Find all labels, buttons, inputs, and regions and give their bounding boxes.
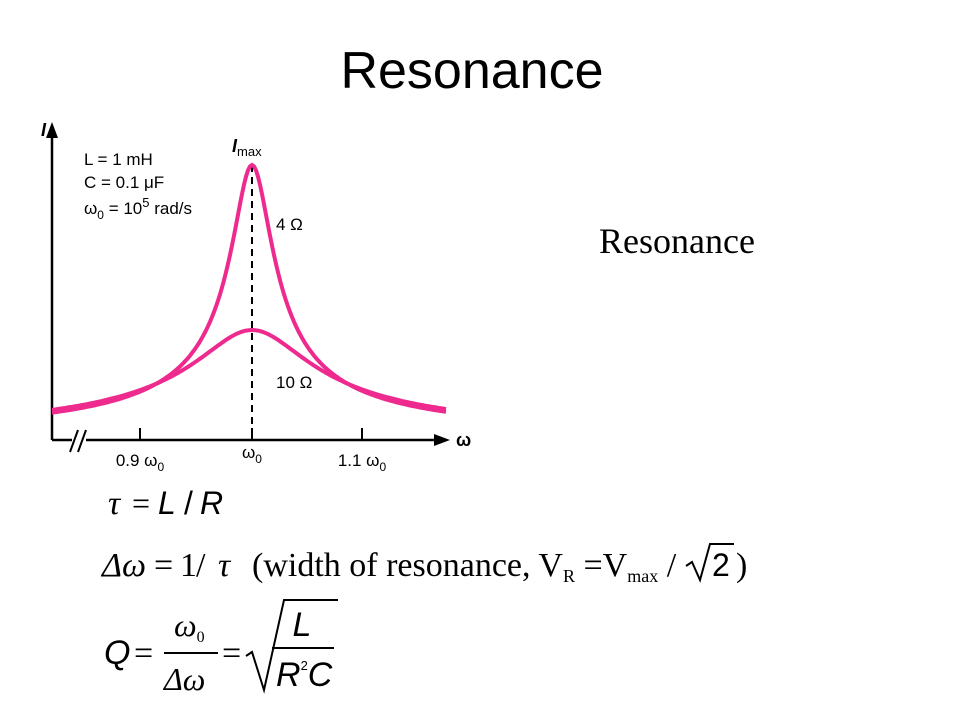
peak-label: Imax [232,136,262,159]
eq-part: / [184,485,193,521]
sqrt-sign [685,543,734,583]
eq-part: (width of resonance, VR =Vmax / [252,547,677,586]
eq-part: L [158,485,176,521]
peak-label-part: I [232,136,238,156]
y-axis-label: I [41,120,47,140]
curve-10-ohm [51,327,447,412]
eq-part: =V [575,547,628,584]
x-tick-label-part: ω [242,443,255,462]
param-part: = 10 [104,199,142,218]
eq-part: max [627,566,658,586]
curve-label: 10 Ω [276,373,312,392]
param-part: ω [84,199,97,218]
eq-part: τ [108,485,122,522]
eq-part: Δω [162,661,205,697]
curve-4-ohm [51,162,447,415]
eq-part: τ [218,547,232,584]
x-tick-label-part: 1.1 ω [338,451,380,470]
eq-part: ω0 [174,607,205,646]
eq-part: 2 [712,547,730,583]
x-axis-label: ω [456,430,471,450]
x-tick-label-part: 0 [379,460,386,474]
param: C = 0.1 μF [84,173,164,192]
eq-part: Δω [100,547,146,584]
eq-part: Q [104,634,130,672]
eq-part: = [132,485,150,521]
eq-part: = [222,635,241,672]
equation-q: Q = ω0 Δω = L R2C [104,599,338,697]
eq-part: ω [174,607,197,643]
param-part: 5 [142,195,149,210]
eq-part: R [200,485,223,521]
eq-part: / [658,547,677,584]
x-tick-label: 1.1 ω0 [338,451,387,474]
side-label: Resonance [599,221,755,261]
peak-label-part: max [237,144,262,159]
sqrt-sign [245,599,338,694]
equation-tau: τ = L / R [108,485,223,522]
eq-part: = [134,635,153,672]
axis-break [77,429,87,453]
param: L = 1 mH [84,150,153,169]
param: ω0 = 105 rad/s [84,195,192,222]
eq-part: 0 [197,629,205,646]
eq-part: C [308,656,333,694]
eq-part: R [563,566,575,586]
eq-part: R [276,656,301,694]
param-part: rad/s [150,199,193,218]
x-tick-label: 0.9 ω0 [116,451,165,474]
eq-part: R2C [276,656,333,694]
eq-part: (width of resonance, V [252,547,563,584]
eq-part: 2 [301,658,308,673]
x-tick-label: ω0 [242,443,262,466]
slide-title: Resonance [340,42,603,100]
param-part: 0 [97,208,104,222]
curve-label: 4 Ω [276,215,303,234]
x-tick-label-part: 0 [157,460,164,474]
eq-part: = [154,547,173,584]
axis-break [69,429,79,453]
x-tick-label-part: 0 [255,452,262,466]
eq-part: / [196,547,206,584]
eq-part: 1 [180,547,197,584]
x-tick-label-part: 0.9 ω [116,451,158,470]
equation-width: Δω = 1 / τ (width of resonance, VR =Vmax… [100,543,747,586]
x-axis-arrow [434,434,450,446]
resonance-figure: I ω L = 1 mH C = 0.1 μF ω0 = 105 rad/s I… [41,120,471,474]
eq-part: L [293,606,312,644]
y-axis-arrow [46,122,58,138]
eq-part: ) [736,547,747,584]
